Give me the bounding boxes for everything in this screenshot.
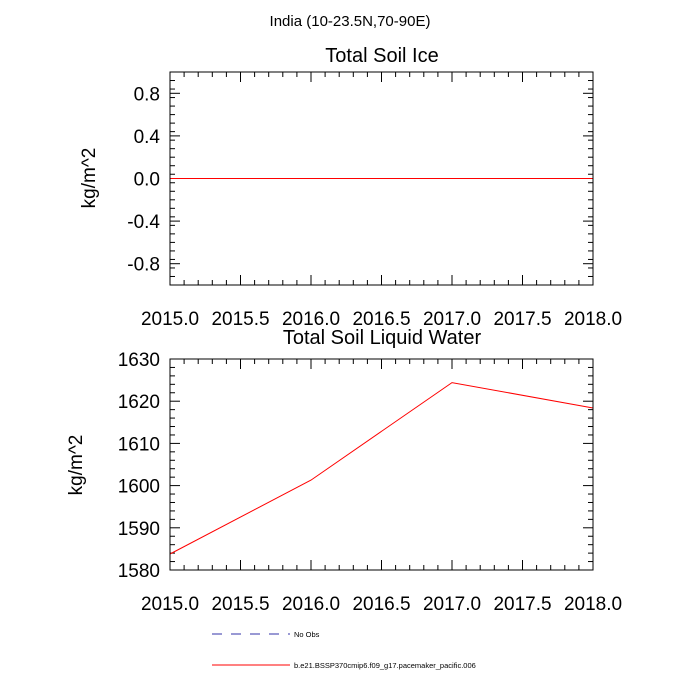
tick-labels: 2015.0 2015.5 2016.0 2016.5 2017.0 2017.5 2018…	[127, 84, 622, 330]
x-tick-label: 2017.5	[493, 594, 551, 615]
plot-frame	[169, 358, 594, 571]
y-tick-label: 0.0	[134, 170, 160, 191]
legend-label-model: b.e21.BSSP370cmip6.f09_g17.pacemaker_pac…	[294, 661, 476, 670]
x-tick-label: 2016.5	[352, 309, 410, 330]
x-tick-label: 2016.0	[282, 594, 340, 615]
y-tick-label: 1620	[118, 392, 160, 413]
legend-label-no-obs: No Obs	[294, 630, 320, 639]
tick-labels: 2015.0 2015.5 2016.0 2016.5 2017.0 2017.5 2018…	[118, 350, 622, 615]
y-tick-label: -0.8	[127, 255, 160, 276]
series-line	[169, 382, 594, 555]
x-tick-label: 2015.5	[211, 309, 269, 330]
x-tick-label: 2016.0	[282, 309, 340, 330]
y-axis-label: kg/m^2	[66, 435, 87, 496]
ticks	[169, 71, 594, 286]
x-tick-label: 2016.5	[352, 594, 410, 615]
y-tick-label: 1630	[118, 350, 160, 371]
figure-suptitle: India (10-23.5N,70-90E)	[270, 13, 431, 30]
x-tick-label: 2015.0	[141, 309, 199, 330]
y-axis-label: kg/m^2	[79, 148, 100, 209]
series-lines	[169, 382, 594, 555]
y-tick-label: 0.8	[134, 84, 160, 105]
x-tick-label: 2017.0	[423, 594, 481, 615]
x-tick-label: 2017.0	[423, 309, 481, 330]
chart-title: Total Soil Liquid Water	[283, 327, 482, 349]
chart-title: Total Soil Ice	[325, 45, 438, 67]
x-tick-label: 2018.0	[564, 309, 622, 330]
x-tick-label: 2015.0	[141, 594, 199, 615]
y-tick-label: 1610	[118, 434, 160, 455]
y-tick-label: 1590	[118, 519, 160, 540]
legend: No Obs b.e21.BSSP370cmip6.f09_g17.pacema…	[212, 630, 476, 670]
x-tick-label: 2017.5	[493, 309, 551, 330]
y-tick-label: 1580	[118, 561, 160, 582]
y-tick-label: 0.4	[134, 127, 161, 148]
x-tick-label: 2018.0	[564, 594, 622, 615]
ticks	[169, 358, 594, 571]
y-tick-label: -0.4	[127, 212, 160, 233]
panel-soil-liquid-water: Total Soil Liquid Water kg/m^2 2015.0 201…	[66, 327, 622, 615]
plot-frame	[169, 71, 594, 286]
x-tick-label: 2015.5	[211, 594, 269, 615]
y-tick-label: 1600	[118, 477, 160, 498]
panel-soil-ice: Total Soil Ice kg/m^2 2015.0 2015.5 2016.0…	[79, 45, 622, 330]
